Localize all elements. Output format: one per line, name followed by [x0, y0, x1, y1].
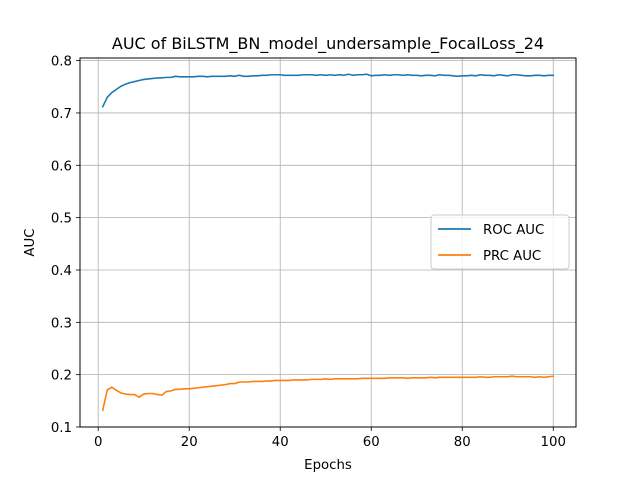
- y-tick-label: 0.3: [51, 316, 72, 331]
- y-tick-label: 0.4: [51, 264, 72, 279]
- tick-layer: 0 20 40 60 80 100 0.1 0.2 0.3 0.4 0.5 0.6 0.7 0.8: [51, 55, 566, 450]
- y-tick-label: 0.2: [51, 369, 72, 384]
- series-line-prc-auc: [101, 375, 555, 412]
- series-layer: [101, 73, 555, 412]
- axes-frame: [79, 57, 577, 428]
- legend-label: ROC AUC: [483, 223, 544, 238]
- y-tick-label: 0.5: [51, 212, 72, 227]
- x-tick-label: 40: [272, 435, 289, 450]
- y-axis-label: AUC: [23, 228, 38, 256]
- x-tick-label: 60: [363, 435, 380, 450]
- x-tick-label: 80: [454, 435, 471, 450]
- x-tick-label: 100: [541, 435, 566, 450]
- y-tick-label: 0.7: [51, 107, 72, 122]
- y-tick-label: 0.6: [51, 159, 72, 174]
- y-tick-label: 0.1: [51, 421, 72, 436]
- legend-label: PRC AUC: [483, 249, 541, 264]
- series-line-roc-auc: [101, 73, 555, 108]
- x-axis-label: Epochs: [304, 458, 352, 473]
- chart-title: AUC of BiLSTM_BN_model_undersample_Focal…: [112, 34, 544, 54]
- x-tick-label: 0: [94, 435, 102, 450]
- x-tick-label: 20: [181, 435, 198, 450]
- y-tick-label: 0.8: [51, 55, 72, 70]
- legend: ROC AUC PRC AUC: [430, 214, 570, 270]
